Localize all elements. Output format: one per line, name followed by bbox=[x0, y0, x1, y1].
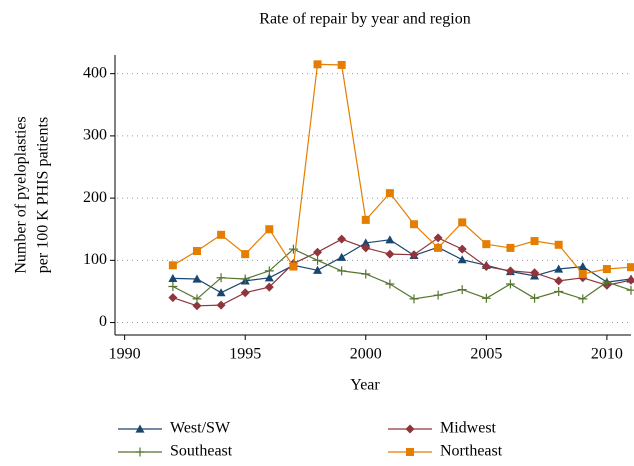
marker bbox=[457, 244, 467, 254]
marker bbox=[409, 294, 419, 304]
legend-label: Midwest bbox=[440, 420, 497, 437]
marker bbox=[240, 288, 250, 298]
marker bbox=[192, 247, 201, 255]
marker bbox=[265, 225, 274, 234]
marker bbox=[313, 265, 323, 274]
marker bbox=[168, 293, 178, 303]
marker bbox=[530, 293, 540, 303]
marker bbox=[289, 262, 298, 271]
x-tick-label: 2000 bbox=[350, 346, 382, 363]
marker bbox=[337, 60, 346, 69]
marker bbox=[505, 279, 515, 289]
marker bbox=[506, 243, 515, 252]
marker bbox=[385, 279, 395, 289]
marker bbox=[406, 448, 414, 456]
marker bbox=[337, 252, 347, 261]
marker bbox=[481, 262, 491, 272]
marker bbox=[405, 424, 415, 434]
marker bbox=[361, 269, 371, 279]
marker bbox=[457, 255, 467, 264]
marker bbox=[458, 218, 467, 227]
marker bbox=[240, 274, 250, 284]
marker bbox=[554, 286, 564, 296]
y-axis-label: per 100 K PHIS patients bbox=[35, 117, 52, 273]
marker bbox=[433, 233, 443, 243]
marker bbox=[313, 60, 322, 69]
y-tick-label: 300 bbox=[83, 127, 107, 144]
marker bbox=[554, 264, 564, 273]
marker bbox=[505, 266, 515, 276]
marker bbox=[602, 265, 611, 274]
marker bbox=[241, 250, 250, 259]
marker bbox=[216, 288, 226, 297]
marker bbox=[135, 447, 145, 457]
marker bbox=[216, 273, 226, 283]
marker bbox=[192, 274, 202, 283]
marker bbox=[264, 282, 274, 292]
marker bbox=[626, 285, 634, 295]
marker bbox=[168, 273, 178, 282]
x-tick-label: 2005 bbox=[470, 346, 502, 363]
marker bbox=[313, 255, 323, 265]
marker bbox=[288, 244, 298, 254]
chart-title: Rate of repair by year and region bbox=[259, 11, 470, 28]
marker bbox=[578, 270, 587, 279]
marker bbox=[361, 238, 371, 247]
marker bbox=[264, 266, 274, 276]
x-tick-label: 2010 bbox=[591, 346, 623, 363]
marker bbox=[530, 268, 540, 278]
legend-label: Northeast bbox=[440, 443, 503, 460]
marker bbox=[602, 277, 612, 287]
x-axis-label: Year bbox=[350, 377, 380, 394]
marker bbox=[192, 301, 202, 311]
marker bbox=[337, 266, 347, 276]
marker bbox=[385, 249, 395, 259]
y-tick-label: 0 bbox=[99, 313, 107, 330]
marker bbox=[192, 294, 202, 304]
legend-label: West/SW bbox=[170, 420, 231, 437]
marker bbox=[385, 235, 395, 244]
marker bbox=[554, 276, 564, 286]
legend-label: Southeast bbox=[170, 443, 233, 460]
marker bbox=[385, 189, 394, 198]
marker bbox=[626, 275, 634, 285]
y-axis-label: Number of pyeloplasties bbox=[13, 116, 30, 273]
marker bbox=[217, 230, 226, 239]
marker bbox=[313, 247, 323, 257]
marker bbox=[482, 240, 491, 249]
marker bbox=[168, 281, 178, 291]
marker bbox=[481, 293, 491, 303]
series-line bbox=[172, 248, 632, 300]
marker bbox=[409, 250, 419, 260]
y-tick-label: 200 bbox=[83, 189, 107, 206]
series-line bbox=[172, 239, 632, 294]
marker bbox=[361, 243, 371, 253]
y-tick-label: 400 bbox=[83, 64, 107, 81]
marker bbox=[578, 262, 588, 271]
series-line bbox=[172, 237, 632, 307]
marker bbox=[168, 261, 177, 270]
marker bbox=[361, 215, 370, 224]
marker bbox=[554, 240, 563, 249]
x-tick-label: 1990 bbox=[109, 346, 141, 363]
marker bbox=[264, 273, 274, 282]
marker bbox=[578, 294, 588, 304]
x-tick-label: 1995 bbox=[229, 346, 261, 363]
marker bbox=[433, 290, 443, 300]
marker bbox=[530, 237, 539, 246]
marker bbox=[135, 424, 145, 433]
marker bbox=[627, 263, 634, 272]
marker bbox=[337, 234, 347, 244]
marker bbox=[434, 243, 443, 252]
y-tick-label: 100 bbox=[83, 251, 107, 268]
marker bbox=[457, 285, 467, 295]
marker bbox=[409, 220, 418, 229]
marker bbox=[216, 300, 226, 310]
